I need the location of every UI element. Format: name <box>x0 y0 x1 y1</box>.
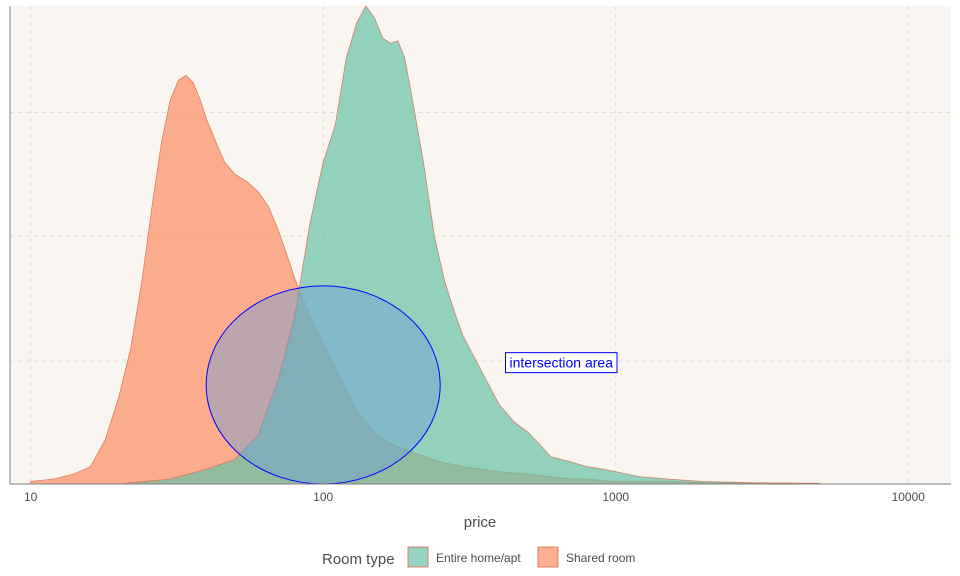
grid-lines <box>10 6 951 484</box>
legend-label-entire-home-apt: Entire home/apt <box>436 551 521 565</box>
legend-title: Room type <box>322 551 395 568</box>
legend-key-shared-room <box>537 546 559 568</box>
x-tick-labels: 10 100 1000 10000 <box>24 490 925 504</box>
intersection-label-box <box>505 352 618 374</box>
density-area-entire-home-apt <box>118 5 821 485</box>
intersection-ellipse <box>205 285 441 485</box>
legend: Room type Entire home/apt Shared room <box>322 546 635 568</box>
x-tick-label-2: 1000 <box>602 490 629 504</box>
intersection-label: intersection area <box>505 352 618 374</box>
x-tick-label-0: 10 <box>24 490 38 504</box>
density-series <box>30 5 821 485</box>
legend-label-shared-room: Shared room <box>566 551 635 565</box>
x-tick-label-3: 10000 <box>892 490 926 504</box>
x-axis-title: price <box>464 514 497 531</box>
legend-key-entire-home-apt <box>407 546 429 568</box>
x-tick-label-1: 100 <box>313 490 333 504</box>
intersection-label-text: intersection area <box>510 355 614 371</box>
annotations: intersection area <box>205 285 618 485</box>
